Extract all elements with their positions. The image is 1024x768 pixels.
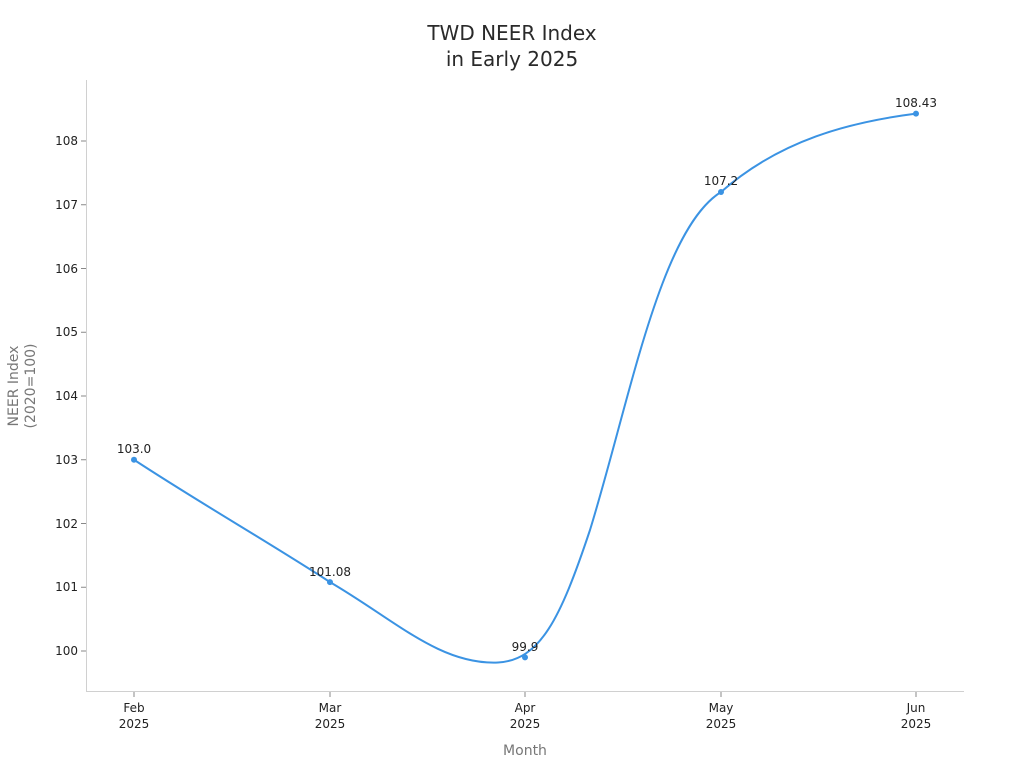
svg-text:2025: 2025 bbox=[315, 717, 346, 731]
data-point bbox=[522, 654, 528, 661]
svg-text:May: May bbox=[709, 701, 734, 715]
y-tick: 100 bbox=[55, 644, 86, 658]
svg-text:108: 108 bbox=[55, 134, 78, 148]
data-point bbox=[718, 189, 724, 195]
svg-text:100: 100 bbox=[55, 644, 78, 658]
svg-text:2025: 2025 bbox=[119, 717, 150, 731]
data-point bbox=[131, 456, 137, 463]
svg-text:Feb: Feb bbox=[123, 701, 144, 715]
chart-title-line1: TWD NEER Index bbox=[427, 21, 597, 45]
x-tick: Feb 2025 bbox=[119, 692, 150, 731]
data-label: 101.08 bbox=[309, 565, 351, 579]
x-axis-label: Month bbox=[503, 743, 547, 759]
svg-text:101: 101 bbox=[55, 580, 78, 594]
svg-text:102: 102 bbox=[55, 517, 78, 531]
y-tick: 105 bbox=[55, 325, 86, 339]
y-tick: 103 bbox=[55, 453, 86, 467]
x-tick: Mar 2025 bbox=[315, 692, 346, 731]
data-label: 108.43 bbox=[895, 96, 937, 110]
y-axis-label: NEER Index (2020=100) bbox=[6, 343, 39, 428]
svg-text:Jun: Jun bbox=[906, 701, 926, 715]
y-tick: 104 bbox=[55, 389, 86, 403]
y-tick: 102 bbox=[55, 517, 86, 531]
svg-text:107: 107 bbox=[55, 198, 78, 212]
data-points bbox=[131, 110, 919, 661]
svg-text:(2020=100): (2020=100) bbox=[23, 343, 39, 428]
data-label: 107.2 bbox=[704, 174, 738, 188]
y-axis-ticks: 100 101 102 103 104 105 106 107 108 bbox=[55, 134, 86, 658]
svg-text:2025: 2025 bbox=[706, 717, 737, 731]
data-label: 103.0 bbox=[117, 442, 151, 456]
svg-text:2025: 2025 bbox=[901, 717, 932, 731]
chart-title: TWD NEER Index in Early 2025 bbox=[0, 20, 1024, 72]
svg-text:106: 106 bbox=[55, 262, 78, 276]
y-tick: 106 bbox=[55, 262, 86, 276]
data-label: 99.9 bbox=[512, 640, 539, 654]
svg-text:104: 104 bbox=[55, 389, 78, 403]
svg-text:103: 103 bbox=[55, 453, 78, 467]
data-point bbox=[327, 579, 333, 586]
x-tick: May 2025 bbox=[706, 692, 737, 731]
chart-title-line2: in Early 2025 bbox=[445, 47, 579, 71]
x-axis-ticks: Feb 2025 Mar 2025 Apr 2025 May 2025 Jun 2025 bbox=[119, 692, 932, 731]
svg-text:Apr: Apr bbox=[515, 701, 536, 715]
y-tick: 107 bbox=[55, 198, 86, 212]
svg-text:105: 105 bbox=[55, 325, 78, 339]
y-tick: 108 bbox=[55, 134, 86, 148]
x-tick: Jun 2025 bbox=[901, 692, 932, 731]
data-point bbox=[913, 110, 919, 117]
y-tick: 101 bbox=[55, 580, 86, 594]
svg-text:Mar: Mar bbox=[319, 701, 342, 715]
svg-text:2025: 2025 bbox=[510, 717, 541, 731]
series-line bbox=[133, 112, 917, 664]
data-labels: 103.0 101.08 99.9 107.2 108.43 bbox=[117, 96, 937, 654]
x-tick: Apr 2025 bbox=[510, 692, 541, 731]
svg-text:NEER Index: NEER Index bbox=[6, 346, 22, 427]
